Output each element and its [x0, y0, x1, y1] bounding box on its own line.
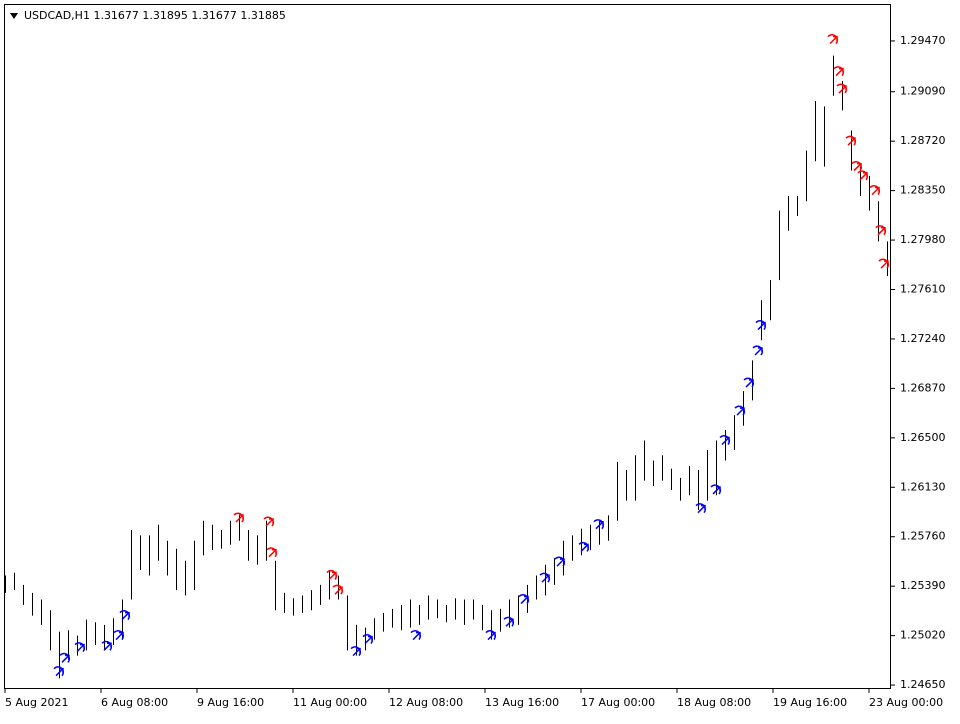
signal-arrow — [710, 484, 722, 495]
signal-arrow — [503, 616, 515, 627]
signal-arrow — [266, 547, 278, 558]
x-tick-label: 17 Aug 00:00 — [581, 696, 655, 709]
signal-arrow — [233, 512, 245, 523]
y-tick-label: 1.29090 — [900, 85, 946, 98]
signal-arrow — [845, 135, 857, 146]
signal-arrow — [833, 66, 845, 77]
signal-arrow — [755, 320, 767, 331]
signal-arrow — [410, 630, 422, 641]
plot-frame — [4, 4, 891, 689]
signal-arrow — [719, 435, 731, 446]
chart-title: USDCAD,H1 1.31677 1.31895 1.31677 1.3188… — [24, 9, 286, 22]
y-tick-label: 1.27610 — [900, 283, 946, 296]
signal-arrow — [734, 405, 746, 416]
x-tick-label: 5 Aug 2021 — [5, 696, 68, 709]
signal-arrow — [857, 170, 869, 181]
signal-arrow — [59, 652, 71, 663]
signal-arrow — [332, 584, 344, 595]
signal-arrow — [875, 225, 887, 236]
signal-arrow — [593, 519, 605, 530]
y-tick-label: 1.28350 — [900, 184, 946, 197]
y-tick-label: 1.25760 — [900, 530, 946, 543]
y-tick-label: 1.24650 — [900, 678, 946, 691]
signal-arrow — [263, 516, 275, 527]
x-tick-label: 6 Aug 08:00 — [101, 696, 168, 709]
x-tick-label: 13 Aug 16:00 — [485, 696, 559, 709]
y-tick-label: 1.26130 — [900, 480, 946, 493]
signal-arrow — [743, 377, 755, 388]
y-tick-label: 1.28720 — [900, 134, 946, 147]
signal-arrow — [878, 258, 890, 269]
signal-arrow — [101, 640, 113, 651]
y-tick-label: 1.27980 — [900, 233, 946, 246]
dropdown-icon[interactable] — [10, 13, 18, 19]
x-tick-label: 18 Aug 08:00 — [677, 696, 751, 709]
signal-arrow — [326, 569, 338, 581]
signal-arrow — [485, 630, 497, 641]
y-tick-label: 1.26500 — [900, 431, 946, 444]
signal-arrow — [350, 646, 362, 657]
x-tick-label: 12 Aug 08:00 — [389, 696, 463, 709]
y-tick-label: 1.29470 — [900, 34, 946, 47]
x-tick-label: 23 Aug 00:00 — [869, 696, 943, 709]
x-tick-label: 9 Aug 16:00 — [197, 696, 264, 709]
x-tick-label: 19 Aug 16:00 — [773, 696, 847, 709]
signal-arrow — [578, 541, 590, 552]
signal-arrow — [752, 345, 764, 356]
signal-arrow — [554, 556, 566, 567]
signal-arrow — [539, 572, 551, 583]
signal-arrow — [827, 34, 839, 45]
signal-arrow — [836, 83, 848, 94]
y-tick-label: 1.27240 — [900, 332, 946, 345]
y-tick-label: 1.25020 — [900, 629, 946, 642]
x-tick-label: 11 Aug 00:00 — [293, 696, 367, 709]
signal-arrow — [518, 594, 530, 605]
signal-arrow — [869, 185, 881, 196]
signal-arrow — [119, 610, 131, 621]
y-tick-label: 1.26870 — [900, 381, 946, 394]
signal-arrow — [695, 503, 707, 514]
signal-arrow — [851, 161, 863, 172]
signal-arrow — [362, 634, 374, 645]
y-tick-label: 1.25390 — [900, 579, 946, 592]
signal-arrow — [53, 666, 65, 677]
signal-arrow — [113, 630, 125, 641]
signal-arrow — [74, 642, 86, 653]
